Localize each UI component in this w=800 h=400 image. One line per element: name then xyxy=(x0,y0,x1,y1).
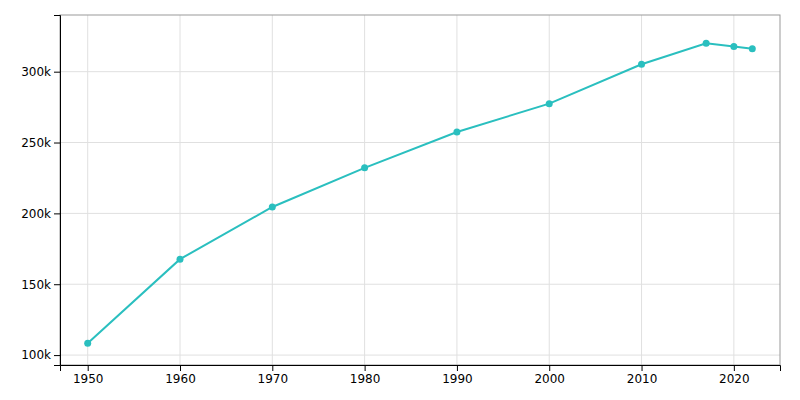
grid-line xyxy=(549,15,550,365)
point xyxy=(84,340,91,347)
grid-line xyxy=(60,355,780,356)
grid-line xyxy=(60,71,780,72)
axis-line xyxy=(61,366,781,372)
tick: 1990 xyxy=(442,365,473,386)
grid-line xyxy=(456,15,457,365)
tick: 100k xyxy=(21,348,60,362)
tick-label: 1950 xyxy=(73,372,104,386)
series xyxy=(84,40,756,347)
tick: 1970 xyxy=(258,365,289,386)
point xyxy=(730,43,737,50)
tick-mark xyxy=(734,365,735,371)
tick-label: 200k xyxy=(21,207,51,221)
tick-mark xyxy=(54,355,60,356)
grid xyxy=(60,15,780,365)
plot: 1950 1960 1970 1980 1990 2000 2010 2020 100k 150k… xyxy=(21,15,780,386)
tick-mark xyxy=(54,143,60,144)
grid-line xyxy=(60,142,780,143)
grid-line xyxy=(60,284,780,285)
tick: 150k xyxy=(21,278,60,292)
tick-label: 2010 xyxy=(627,372,658,386)
tick-label: 1990 xyxy=(442,372,473,386)
tick-mark xyxy=(549,365,550,371)
tick-mark xyxy=(457,365,458,371)
tick-label: 1960 xyxy=(165,372,196,386)
tick: 200k xyxy=(21,207,60,221)
point xyxy=(361,164,368,171)
tick-mark xyxy=(54,284,60,285)
line xyxy=(88,43,753,343)
tick: 1960 xyxy=(165,365,196,386)
tick-label: 2020 xyxy=(719,372,750,386)
point xyxy=(177,256,184,263)
tick: 2000 xyxy=(534,365,565,386)
tick-label: 1980 xyxy=(350,372,381,386)
axis-line xyxy=(54,16,61,366)
grid-line xyxy=(180,15,181,365)
tick-mark xyxy=(54,213,60,214)
chart: 1950 1960 1970 1980 1990 2000 2010 2020 100k 150k… xyxy=(0,0,800,400)
tick-label: 150k xyxy=(21,278,51,292)
tick: 300k xyxy=(21,65,60,79)
point xyxy=(703,40,710,47)
tick: 2020 xyxy=(719,365,750,386)
grid-line xyxy=(87,15,88,365)
grid-line xyxy=(733,15,734,365)
tick: 2010 xyxy=(627,365,658,386)
tick-mark xyxy=(365,365,366,371)
grid-line xyxy=(60,213,780,214)
tick-label: 2000 xyxy=(534,372,565,386)
tick-mark xyxy=(54,72,60,73)
point xyxy=(453,128,460,135)
tick-label: 250k xyxy=(21,136,51,150)
point xyxy=(749,45,756,52)
tick-mark xyxy=(88,365,89,371)
grid-line xyxy=(272,15,273,365)
y-axis: 100k 150k 200k 250k 300k xyxy=(21,16,60,366)
tick-mark xyxy=(272,365,273,371)
tick-label: 300k xyxy=(21,65,51,79)
tick-mark xyxy=(180,365,181,371)
tick-mark xyxy=(642,365,643,371)
tick-label: 100k xyxy=(21,348,51,362)
tick: 250k xyxy=(21,136,60,150)
x-axis: 1950 1960 1970 1980 1990 2000 2010 2020 xyxy=(61,365,781,386)
grid-line xyxy=(364,15,365,365)
point xyxy=(638,61,645,68)
plot-frame xyxy=(60,15,780,365)
tick: 1980 xyxy=(350,365,381,386)
point xyxy=(546,100,553,107)
point xyxy=(269,203,276,210)
tick: 1950 xyxy=(73,365,104,386)
tick-label: 1970 xyxy=(258,372,289,386)
